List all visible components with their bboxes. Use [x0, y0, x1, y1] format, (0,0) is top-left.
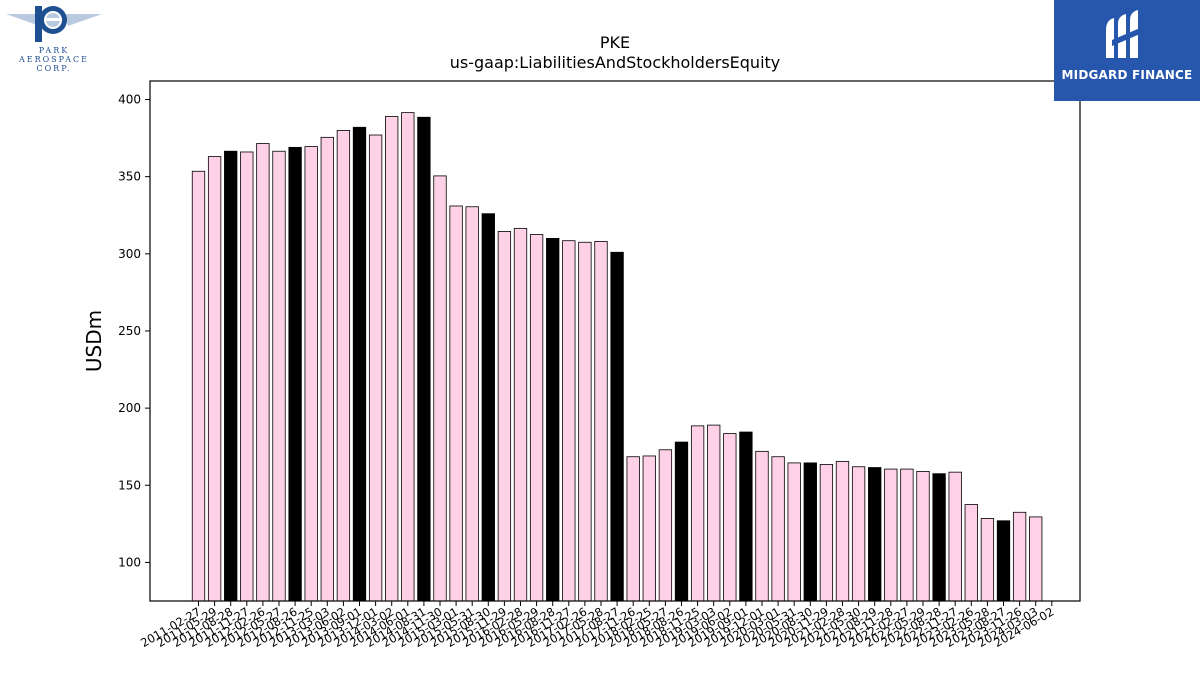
plot-area-frame — [149, 80, 1081, 602]
chart-title: PKE — [600, 33, 630, 52]
chart-subtitle: us-gaap:LiabilitiesAndStockholdersEquity — [450, 53, 781, 72]
y-tick-label: 350 — [118, 170, 141, 184]
bar-2019-12-01 — [755, 450, 769, 602]
bar-2015-03-01 — [449, 205, 463, 602]
bar-2019-06-02 — [723, 433, 737, 602]
y-tick-label: 300 — [118, 247, 141, 261]
logo-line-1: PARK — [38, 46, 70, 55]
bar-2024-03-03 — [1029, 516, 1043, 602]
bar-2023-11-26 — [1012, 511, 1027, 602]
bar-2012-11-25 — [304, 146, 318, 602]
bar-2016-02-28 — [513, 227, 528, 602]
y-tick-label: 100 — [118, 555, 141, 569]
bar-2020-03-01 — [771, 456, 785, 602]
bar-2022-11-27 — [948, 471, 962, 602]
bar-2012-08-26 — [288, 146, 302, 602]
bar-2011-05-29 — [207, 156, 222, 602]
bar-2020-08-30 — [803, 462, 817, 602]
bar-2019-03-03 — [707, 424, 721, 602]
y-tick-label: 400 — [118, 93, 141, 107]
bar-2015-05-31 — [465, 206, 479, 602]
midgard-m-icon — [1106, 10, 1140, 58]
logo-line-2: AEROSPACE — [18, 55, 90, 64]
bar-2017-02-26 — [578, 241, 592, 602]
bar-2013-06-02 — [336, 129, 351, 602]
midgard-brand-name: MIDGARD FINANCE — [1061, 68, 1193, 82]
y-tick-label: 250 — [118, 324, 141, 338]
y-tick-label: 200 — [118, 401, 141, 415]
bar-2021-08-29 — [868, 467, 882, 602]
logo-line-3: CORP. — [36, 64, 72, 73]
bar-2022-02-27 — [900, 468, 914, 602]
bar-2017-08-27 — [610, 251, 624, 602]
y-tick-label: 150 — [118, 478, 141, 492]
bar-2012-02-26 — [256, 143, 270, 602]
bar-2020-05-31 — [787, 462, 801, 602]
midgard-finance-logo: MIDGARD FINANCE — [1054, 0, 1200, 101]
bar-2014-06-01 — [401, 112, 415, 602]
bar-2023-05-28 — [980, 518, 995, 602]
bar-2011-02-27 — [191, 170, 206, 602]
x-axis-ticks: 2011-02-272011-05-292011-08-282011-11-27… — [138, 601, 1056, 650]
bar-2021-02-28 — [835, 460, 850, 602]
bar-2021-11-28 — [884, 468, 898, 602]
bar-2016-05-29 — [529, 234, 544, 602]
bars-group — [191, 112, 1043, 602]
bar-2016-11-27 — [562, 240, 576, 602]
bar-2011-08-28 — [224, 150, 238, 602]
bar-2023-02-26 — [964, 504, 978, 602]
bar-2013-09-01 — [352, 126, 367, 602]
bar-2015-08-30 — [481, 213, 495, 602]
bar-2013-12-01 — [368, 134, 383, 602]
bar-2020-11-29 — [819, 464, 834, 602]
bar-2022-05-29 — [916, 470, 930, 602]
bar-2014-03-02 — [385, 116, 399, 602]
y-axis-label: USDm — [82, 310, 106, 372]
bar-2019-09-01 — [739, 431, 753, 602]
bar-2018-05-27 — [658, 449, 673, 602]
bar-2017-05-28 — [594, 241, 608, 602]
bar-2011-11-27 — [240, 151, 254, 602]
bar-2016-08-28 — [546, 237, 560, 602]
bar-2021-05-30 — [851, 466, 866, 602]
bar-2012-05-27 — [272, 150, 286, 602]
bar-2014-11-30 — [433, 175, 447, 602]
bar-2017-11-26 — [626, 456, 640, 602]
bar-2018-02-25 — [642, 455, 656, 602]
y-axis-ticks: 100 150 200 250 300 350 400 — [118, 93, 150, 569]
bar-2015-11-29 — [497, 231, 512, 602]
bar-2014-08-31 — [417, 116, 431, 602]
bar-2018-11-25 — [690, 425, 705, 602]
bar-2023-08-27 — [996, 520, 1011, 602]
park-aerospace-p-wing-icon — [6, 6, 102, 42]
park-aerospace-logo: PARK AEROSPACE CORP. — [4, 4, 104, 76]
bar-2022-08-28 — [932, 473, 946, 602]
bar-2018-08-26 — [674, 441, 689, 602]
bar-2013-03-03 — [320, 136, 334, 602]
